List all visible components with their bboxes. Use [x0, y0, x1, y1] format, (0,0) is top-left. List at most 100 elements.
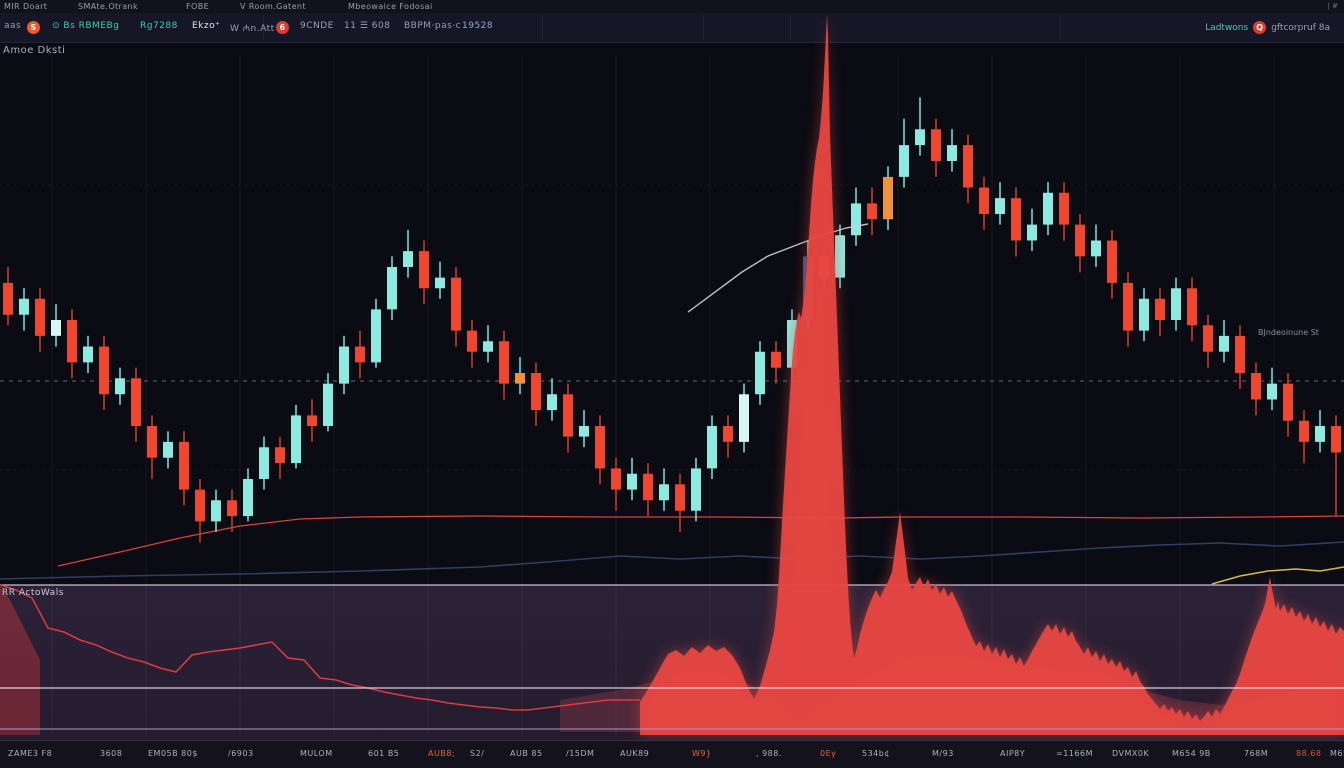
- account-icon[interactable]: Q: [1253, 21, 1267, 34]
- toolbar-item[interactable]: W ₼n.Att: [230, 24, 275, 34]
- window-controls[interactable]: | #: [1327, 2, 1338, 10]
- toolbar-divider: [703, 15, 704, 40]
- toolbar-item[interactable]: 19528: [462, 21, 494, 31]
- candle-body: [211, 500, 221, 522]
- toolbar-item[interactable]: 9CNDE: [300, 21, 334, 31]
- candle-body: [723, 426, 733, 442]
- candle-body: [867, 203, 877, 220]
- candle-body: [131, 378, 141, 426]
- time-tick-label: W9}: [692, 749, 712, 758]
- candle-body: [979, 187, 989, 214]
- alert-icon[interactable]: 6: [276, 21, 289, 34]
- candle-body: [35, 298, 45, 336]
- toolbar-divider: [1060, 15, 1061, 40]
- candle-body: [323, 383, 333, 426]
- candle-body: [499, 341, 509, 384]
- indicator-line: [0, 584, 640, 711]
- candle-body: [515, 373, 525, 384]
- candle-body: [1059, 192, 1069, 225]
- time-tick-label: 768M: [1244, 749, 1269, 758]
- candle-body: [179, 441, 189, 490]
- toolbar-item[interactable]: BBPM·pas·c: [404, 21, 462, 31]
- candle-body: [1187, 288, 1197, 326]
- time-tick-label: 0Ey: [820, 749, 837, 758]
- candle-body: [963, 145, 973, 188]
- candle-body: [3, 282, 13, 315]
- toolbar-item[interactable]: ⊙ Bs RBMEBg: [52, 21, 120, 31]
- candle-body: [595, 426, 605, 469]
- time-tick-label: EM05B 80$: [148, 749, 198, 758]
- candle-body: [803, 256, 813, 320]
- time-tick-label: , 988.: [756, 749, 782, 758]
- time-tick-label: 3608: [100, 749, 123, 758]
- indicator-panel-background: [0, 585, 1344, 740]
- toolbar-item[interactable]: 11 ☰ 608: [344, 21, 391, 31]
- candle-body: [227, 500, 237, 517]
- candle-body: [899, 145, 909, 177]
- candle-body: [1331, 426, 1341, 453]
- logo-icon[interactable]: S: [27, 21, 40, 34]
- candle-body: [835, 235, 845, 278]
- chart-annotation: BJndeoinune St: [1258, 328, 1319, 337]
- time-tick-label: 601 B5: [368, 749, 400, 758]
- candle-body: [115, 378, 125, 395]
- candle-body: [1075, 224, 1085, 257]
- time-tick-label: =1166M: [1056, 749, 1093, 758]
- menu-item[interactable]: V Room.Gatent: [240, 2, 306, 11]
- candle-body: [787, 320, 797, 368]
- menu-item[interactable]: MIR Doart: [4, 2, 48, 11]
- candle-body: [1155, 298, 1165, 320]
- candle-body: [1283, 383, 1293, 421]
- account-label[interactable]: Ladtwons: [1205, 23, 1249, 33]
- page-title: Amoe Dksti: [3, 45, 66, 56]
- candle-body: [1299, 420, 1309, 442]
- candle-body: [755, 351, 765, 395]
- toolbar-item[interactable]: Ekzo⁺: [192, 21, 221, 31]
- toolbar-row-top: MIR Doart SMAte.Otrank FOBE V Room.Gatent Mb…: [0, 0, 1344, 13]
- candle-body: [995, 198, 1005, 214]
- toolbar-item[interactable]: aas: [4, 21, 22, 31]
- candle-body: [435, 277, 445, 289]
- time-tick-label: M/93: [932, 749, 954, 758]
- toolbar-divider: [542, 15, 543, 40]
- time-tick-label: ZAME3 F8: [8, 749, 53, 758]
- candle-body: [1315, 426, 1325, 442]
- candle-body: [355, 346, 365, 363]
- candle-body: [275, 447, 285, 464]
- candle-body: [1043, 192, 1053, 225]
- candle-body: [739, 394, 749, 442]
- toolbar-row-main: aas S ⊙ Bs RBMEBg Rg7288 Ekzo⁺ W ₼n.Att 6 9CNDE…: [0, 13, 1344, 43]
- time-tick-label: AIP8Y: [1000, 749, 1026, 758]
- candle-body: [643, 473, 653, 501]
- menu-item[interactable]: SMAte.Otrank: [78, 2, 139, 11]
- candle-body: [147, 426, 157, 458]
- time-tick-label: 88.68: [1296, 749, 1322, 758]
- candle-body: [691, 468, 701, 511]
- volume-spike-glow: [640, 14, 1344, 735]
- time-tick-label: AUK89: [620, 749, 650, 758]
- candle-body: [851, 203, 861, 236]
- candle-body: [1139, 298, 1149, 331]
- candle-body: [467, 330, 477, 352]
- candle-body: [291, 415, 301, 464]
- flame-icon[interactable]: FOBE: [186, 2, 210, 11]
- candle-body: [915, 129, 925, 146]
- candle-body: [819, 256, 829, 278]
- candle-body: [947, 145, 957, 161]
- candle-body: [83, 346, 93, 363]
- time-tick-label: /15DM: [566, 749, 595, 758]
- candle-body: [1091, 240, 1101, 257]
- candle-body: [483, 341, 493, 352]
- candle-body: [611, 468, 621, 490]
- candle-body: [883, 176, 893, 220]
- time-axis[interactable]: ZAME3 F8 3608 EM05B 80$ /6903 MULOM 601 B5 AUB…: [0, 740, 1344, 768]
- time-tick-label: M654 9B: [1172, 749, 1211, 758]
- menu-item[interactable]: Mbeowaice Fodosai: [348, 2, 433, 11]
- toolbar-divider: [263, 15, 264, 40]
- time-tick-label: AUB8;: [428, 749, 456, 758]
- account-label[interactable]: gftcorpruf 8a: [1271, 23, 1330, 33]
- toolbar-item[interactable]: Rg7288: [140, 21, 178, 31]
